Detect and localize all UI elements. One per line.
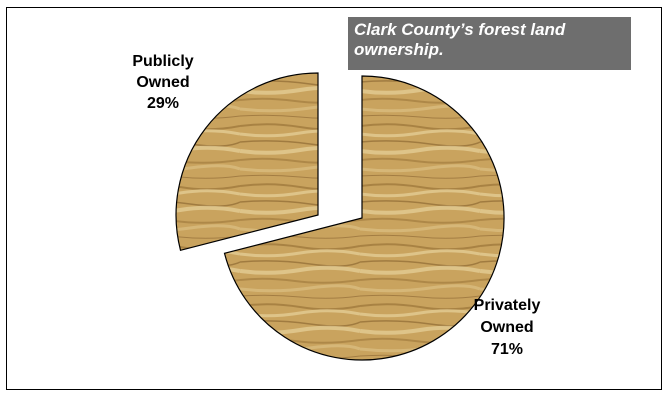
chart-title: Clark County’s forest land ownership.: [348, 17, 631, 70]
label-public-line2: Owned: [136, 74, 189, 91]
label-private-line1: Privately: [474, 297, 541, 314]
label-public-line1: Publicly: [132, 53, 193, 70]
label-private-value: 71%: [491, 341, 523, 358]
pie-slice-private: [223, 75, 505, 361]
pie-slice-public: [175, 72, 319, 252]
label-public-value: 29%: [147, 95, 179, 112]
label-private-line2: Owned: [480, 319, 533, 336]
